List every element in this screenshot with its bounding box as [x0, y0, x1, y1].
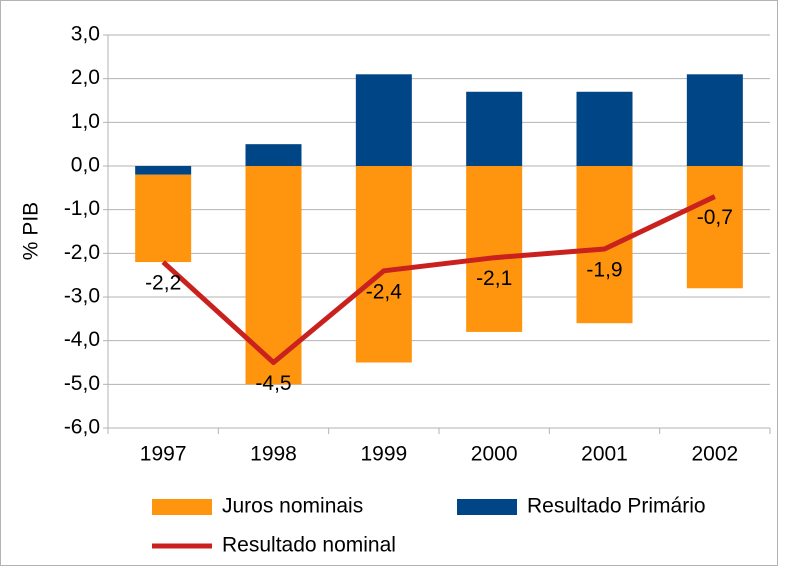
y-tick-label: 0,0 [71, 154, 100, 177]
line [161, 194, 716, 365]
x-tick-label: 2002 [691, 443, 738, 466]
bar [466, 91, 523, 166]
y-tick-label: -1,0 [64, 197, 100, 220]
data-label: -1,9 [586, 259, 622, 282]
y-tick-label: -6,0 [64, 416, 100, 439]
legend-label: Resultado nominal [222, 534, 396, 557]
bar [245, 166, 302, 385]
y-axis-label: % PIB [20, 202, 43, 260]
legend-swatch [457, 499, 517, 515]
bar [245, 144, 302, 166]
legend-swatch [152, 499, 212, 515]
bar [686, 74, 743, 166]
legend-label: Resultado Primário [527, 495, 706, 518]
y-tick-label: -4,0 [64, 328, 100, 351]
bar [135, 166, 192, 175]
data-label: -4,5 [255, 372, 291, 395]
y-tick-label: -2,0 [64, 241, 100, 264]
y-tick-label: -5,0 [64, 372, 100, 395]
bar [355, 74, 412, 166]
legend-label: Juros nominais [222, 495, 363, 518]
y-tick-label: 2,0 [71, 66, 100, 89]
y-tick-label: -3,0 [64, 285, 100, 308]
x-tick-label: 1998 [250, 443, 297, 466]
bar [576, 91, 633, 166]
bar [576, 166, 633, 324]
data-label: -0,7 [697, 206, 733, 229]
data-label: -2,1 [476, 267, 512, 290]
x-tick-label: 1999 [360, 443, 407, 466]
x-tick-label: 2000 [471, 443, 518, 466]
data-label: -2,4 [366, 280, 403, 303]
bar [135, 174, 192, 263]
bar [686, 166, 743, 289]
bar [355, 166, 412, 363]
bar [466, 166, 523, 332]
x-tick-label: 1997 [140, 443, 187, 466]
y-tick-label: 3,0 [71, 23, 100, 46]
x-tick-label: 2001 [581, 443, 628, 466]
y-tick-label: 1,0 [71, 110, 100, 133]
data-label: -2,2 [145, 272, 181, 295]
